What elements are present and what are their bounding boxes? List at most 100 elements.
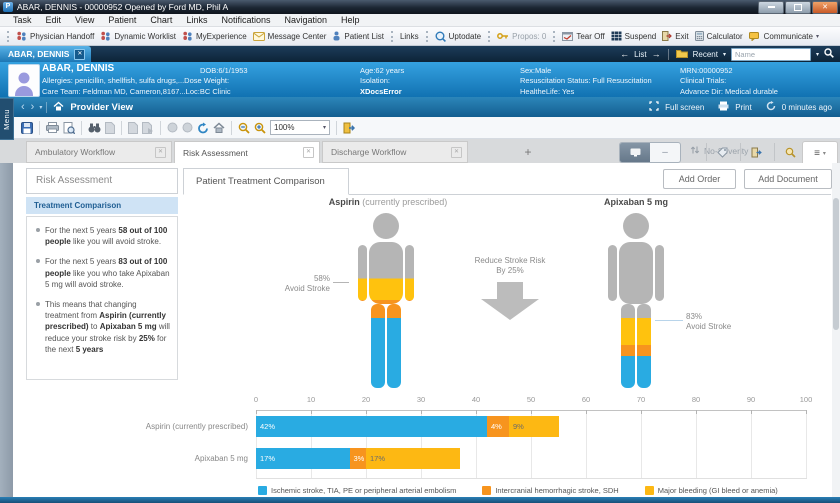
exit-button[interactable]: Exit [659, 31, 691, 41]
single-page-view-button[interactable] [620, 143, 650, 162]
menu-task[interactable]: Task [13, 15, 32, 25]
menu-view[interactable]: View [75, 15, 95, 25]
search-button[interactable] [780, 144, 800, 160]
print-button[interactable] [46, 122, 59, 133]
fullscreen-icon[interactable] [649, 101, 659, 113]
fullscreen-button[interactable]: Full screen [665, 102, 705, 112]
tab-close-icon[interactable]: ✕ [155, 146, 166, 158]
menu-navigation[interactable]: Navigation [284, 15, 328, 25]
physician-handoff-button[interactable]: Physician Handoff [13, 31, 97, 41]
list-label[interactable]: List [634, 49, 647, 59]
view-layout-toggle: – [619, 142, 681, 163]
back-icon[interactable]: ‹ [21, 101, 25, 113]
chevron-down-icon: ▾ [815, 33, 819, 40]
legend-label: Ischemic stroke, TIA, PE or peripheral a… [271, 486, 457, 495]
window-frame-left [0, 117, 13, 497]
patient-search-input[interactable] [730, 47, 811, 61]
exit-door-button[interactable] [746, 144, 766, 160]
zoom-in-button[interactable] [254, 122, 266, 134]
communicate-button[interactable]: Communicate ▾ [746, 31, 822, 41]
side-menu-tab[interactable]: Menu [0, 98, 14, 140]
legend-swatch [258, 486, 267, 495]
exit-view-button[interactable] [343, 122, 355, 134]
recent-button[interactable]: Recent [692, 49, 718, 59]
tab-close-icon[interactable]: ✕ [451, 146, 462, 158]
menu-notifications[interactable]: Notifications [221, 15, 271, 25]
chevron-down-icon[interactable]: ▾ [722, 51, 726, 58]
collapse-view-button[interactable]: – [662, 147, 668, 158]
add-document-button[interactable]: Add Document [744, 169, 832, 189]
tear-off-button[interactable]: Tear Off [559, 31, 607, 41]
callout-line [333, 282, 349, 283]
close-icon: ✕ [822, 3, 828, 11]
tab-close-icon[interactable]: ✕ [303, 147, 314, 158]
document-button[interactable] [105, 121, 115, 134]
toolbar-item-label: Communicate [763, 31, 813, 41]
menu-links[interactable]: Links [186, 15, 208, 25]
next-patient-icon[interactable]: → [651, 49, 661, 59]
aspirin-avoid-stroke-callout: 58% Avoid Stroke [284, 274, 330, 294]
scrollbar-track[interactable] [832, 163, 840, 497]
history-caret-icon[interactable]: ▾ [39, 104, 43, 111]
propos-0-button[interactable]: Propos: 0 [494, 32, 549, 41]
calculator-button[interactable]: Calculator [692, 31, 746, 41]
toolbar-separator [425, 30, 428, 42]
sidebar-bullet: For the next 5 years 83 out of 100 peopl… [34, 256, 170, 290]
tab-patient-treatment-comparison[interactable]: Patient Treatment Comparison [183, 168, 349, 195]
refresh-icon[interactable] [766, 101, 776, 113]
menu-chart[interactable]: Chart [150, 15, 173, 25]
record-button-2[interactable] [182, 122, 193, 133]
add-order-button[interactable]: Add Order [663, 169, 736, 189]
axis-tick-label: 0 [253, 395, 259, 404]
patient-tab[interactable]: ABAR, DENNIS ✕ [0, 46, 92, 62]
home-up-button[interactable] [213, 122, 225, 133]
previous-patient-icon[interactable]: ← [620, 49, 630, 59]
save-button[interactable] [21, 121, 33, 134]
forward-icon[interactable]: › [30, 101, 35, 113]
record-button[interactable] [167, 122, 178, 133]
uptodate-button[interactable]: Uptodate [432, 31, 484, 42]
toolbar-item-label: MyExperience [195, 31, 247, 41]
apixaban-figure-title: Apixaban 5 mg [603, 197, 668, 207]
workflow-tab-risk-assessment[interactable]: Risk Assessment ✕ [174, 141, 320, 164]
zoom-out-button[interactable] [238, 122, 250, 134]
workflow-tab-ambulatory-workflow[interactable]: Ambulatory Workflow ✕ [26, 141, 172, 163]
sidebar-item-treatment-comparison[interactable]: Treatment Comparison [26, 197, 178, 214]
tag-button[interactable] [712, 144, 732, 160]
sidebar-bullet: This means that changing treatment from … [34, 299, 170, 355]
close-button[interactable]: ✕ [812, 0, 838, 14]
restore-button[interactable] [785, 0, 811, 14]
scrollbar-thumb[interactable] [833, 198, 839, 330]
refresh-button[interactable] [197, 122, 209, 134]
document-arrow-button[interactable] [142, 121, 154, 134]
copy-forward-button[interactable] [128, 121, 138, 134]
print-icon[interactable] [718, 101, 729, 113]
dynamic-worklist-button[interactable]: Dynamic Worklist [97, 31, 179, 41]
tab-close-icon[interactable]: ✕ [74, 48, 86, 60]
page-menu-button[interactable]: ≡ ▾ [802, 141, 838, 165]
apixaban-person-figure [608, 213, 664, 388]
bar-row: 42% 4% 9% [256, 416, 559, 437]
workflow-tab-discharge-workflow[interactable]: Discharge Workflow ✕ [322, 141, 468, 163]
home-icon[interactable] [53, 98, 64, 116]
message-center-button[interactable]: Message Center [250, 31, 330, 41]
minimize-button[interactable] [758, 0, 784, 14]
gridline [256, 410, 257, 478]
menu-help[interactable]: Help [341, 15, 360, 25]
links-button[interactable]: Links [397, 32, 422, 41]
patient-dob: DOB:6/1/1953 [200, 66, 248, 75]
suspend-button[interactable]: Suspend [608, 31, 660, 41]
patient-banner [0, 62, 840, 97]
myexperience-button[interactable]: MyExperience [179, 31, 250, 41]
menu-bar: Task Edit View Patient Chart Links Notificatio… [0, 14, 840, 27]
print-button[interactable]: Print [735, 102, 752, 112]
search-icon[interactable] [824, 48, 834, 60]
print-preview-button[interactable] [63, 121, 75, 134]
zoom-level-select[interactable]: 100% ▾ [270, 120, 330, 135]
add-workflow-tab-button[interactable]: + [524, 145, 532, 159]
menu-patient[interactable]: Patient [108, 15, 137, 25]
menu-edit[interactable]: Edit [45, 15, 62, 25]
find-button[interactable] [88, 123, 101, 133]
chevron-down-icon[interactable]: ▾ [815, 51, 819, 58]
patient-list-button[interactable]: Patient List [329, 31, 387, 41]
